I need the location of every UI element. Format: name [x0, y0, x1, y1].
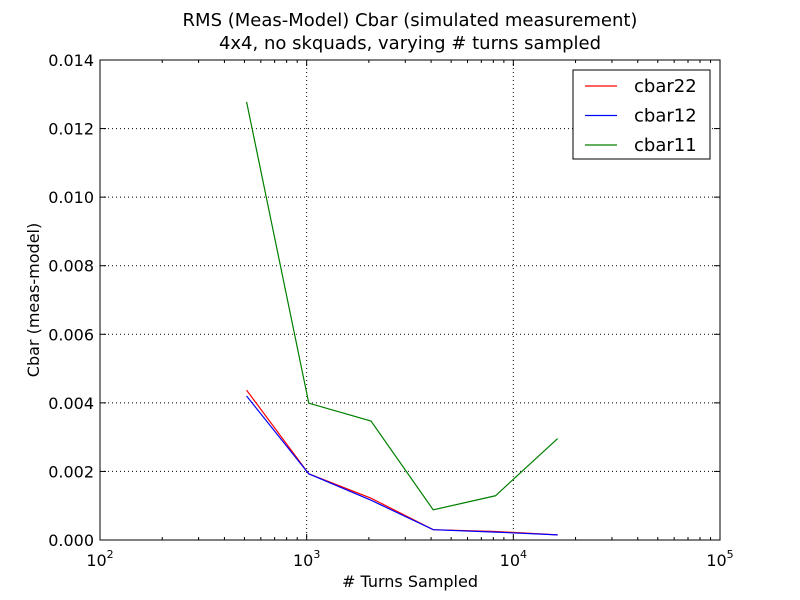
- y-tick-label: 0.008: [48, 257, 94, 276]
- x-tick-label: 102: [86, 548, 113, 570]
- series-line-cbar12: [246, 395, 558, 536]
- x-tick-exponent: 5: [727, 548, 734, 561]
- legend-label-cbar12: cbar12: [634, 106, 697, 127]
- x-tick-label: 105: [706, 548, 733, 570]
- chart-title-line1: RMS (Meas-Model) Cbar (simulated measure…: [183, 10, 638, 31]
- y-tick-label: 0.012: [48, 120, 94, 139]
- x-tick-label: 103: [293, 548, 320, 570]
- x-tick-exponent: 2: [107, 548, 114, 561]
- x-tick-label: 104: [500, 548, 527, 570]
- legend-label-cbar11: cbar11: [634, 135, 697, 156]
- tick-layer: 102 103 104 105 0.000 0.002 0.004 0.006 0.008 0.0…: [48, 51, 733, 570]
- x-axis-label: # Turns Sampled: [342, 572, 478, 591]
- series-layer: [245, 101, 559, 536]
- x-tick-exponent: 4: [520, 548, 527, 561]
- y-tick-label: 0.006: [48, 325, 94, 344]
- chart-title-line2: 4x4, no skquads, varying # turns sampled: [219, 33, 601, 54]
- plot-frame: [99, 59, 721, 541]
- y-tick-label: 0.010: [48, 188, 94, 207]
- y-axis-label: Cbar (meas-model): [24, 223, 43, 377]
- series-line-cbar11: [245, 101, 559, 511]
- y-tick-label: 0.004: [48, 394, 94, 413]
- y-tick-label: 0.002: [48, 462, 94, 481]
- x-tick-exponent: 3: [313, 548, 320, 561]
- legend-box: [572, 69, 711, 160]
- y-tick-label: 0.000: [48, 531, 94, 550]
- legend: cbar22 cbar12 cbar11: [572, 69, 711, 160]
- y-tick-label: 0.014: [48, 51, 94, 70]
- legend-label-cbar22: cbar22: [634, 76, 697, 97]
